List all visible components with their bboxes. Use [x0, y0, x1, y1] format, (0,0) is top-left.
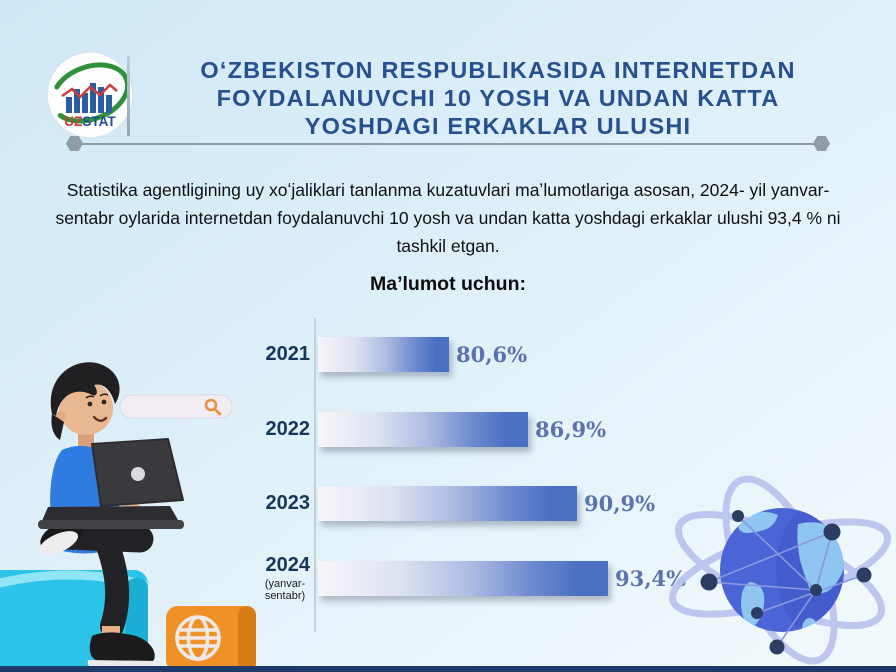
category-label: 2024	[265, 553, 311, 576]
footer-bar	[0, 666, 896, 672]
page-title-line: OʻZBEKISTON RESPUBLIKASIDA INTERNETDAN	[200, 57, 796, 83]
category-cell: 2022	[258, 418, 311, 440]
chart-row-2022: 2022 86,9%	[258, 411, 606, 447]
chart-row-2021: 2021 80,6%	[258, 336, 527, 372]
logo-stat-text: STAT	[82, 114, 116, 129]
hair	[50, 362, 120, 416]
logo-title-divider	[127, 56, 130, 136]
chart-axis	[314, 318, 316, 632]
page-title-line: YOSHDAGI ERKAKLAR ULUSHI	[304, 113, 692, 139]
header-divider-line	[82, 143, 814, 145]
logo-green-swoosh	[49, 62, 131, 124]
chart-title: Maʼlumot uchun:	[370, 273, 526, 295]
chart-row-2023: 2023 90,9%	[258, 485, 655, 521]
page-title-line: FOYDALANUVCHI 10 YOSH VA UNDAN KATTA	[216, 85, 780, 111]
orange-globe-cube	[166, 606, 256, 672]
category-note: (yanvar-sentabr)	[264, 577, 306, 603]
bar-2022	[318, 411, 528, 447]
uzstat-logo: UZSTAT	[46, 51, 134, 139]
category-cell: 2021	[258, 343, 311, 365]
search-bar-illustration	[119, 394, 233, 419]
laptop	[38, 438, 184, 529]
bar-2024	[318, 560, 608, 596]
category-label: 2022	[265, 418, 311, 440]
chart-row-2024: 2024 (yanvar-sentabr) 93,4%	[258, 554, 686, 603]
category-cell: 2023	[258, 492, 311, 514]
bar-2021	[318, 336, 449, 372]
value-label: 80,6%	[456, 341, 528, 367]
globe-icon	[175, 615, 221, 661]
page-title: OʻZBEKISTON RESPUBLIKASIDA INTERNETDAN F…	[140, 56, 856, 140]
logo-bars	[66, 83, 112, 113]
category-cell: 2024 (yanvar-sentabr)	[258, 554, 310, 603]
intro-text: Statistika agentligining uy xoʻjaliklari…	[55, 180, 841, 256]
network-globe-illustration	[668, 475, 892, 665]
logo-red-trend-line	[61, 83, 118, 99]
bar-2023	[318, 485, 577, 521]
category-label: 2021	[265, 343, 311, 365]
person-laptop-illustration	[0, 362, 262, 672]
divider-dot-right	[813, 136, 830, 151]
value-label: 86,9%	[535, 416, 607, 442]
network-nodes	[700, 510, 872, 655]
logo-wordmark: UZSTAT	[64, 114, 116, 129]
value-label: 90,9%	[584, 490, 656, 516]
category-label: 2023	[265, 492, 311, 514]
logo-uz-text: UZ	[64, 114, 82, 129]
search-icon	[204, 398, 222, 416]
bar-chart: 2021 80,6% 2022 86,9% 2023 90,9% 2024 (yanvar-s…	[258, 318, 728, 640]
divider-dot-left	[66, 136, 83, 151]
network-links	[708, 515, 865, 648]
